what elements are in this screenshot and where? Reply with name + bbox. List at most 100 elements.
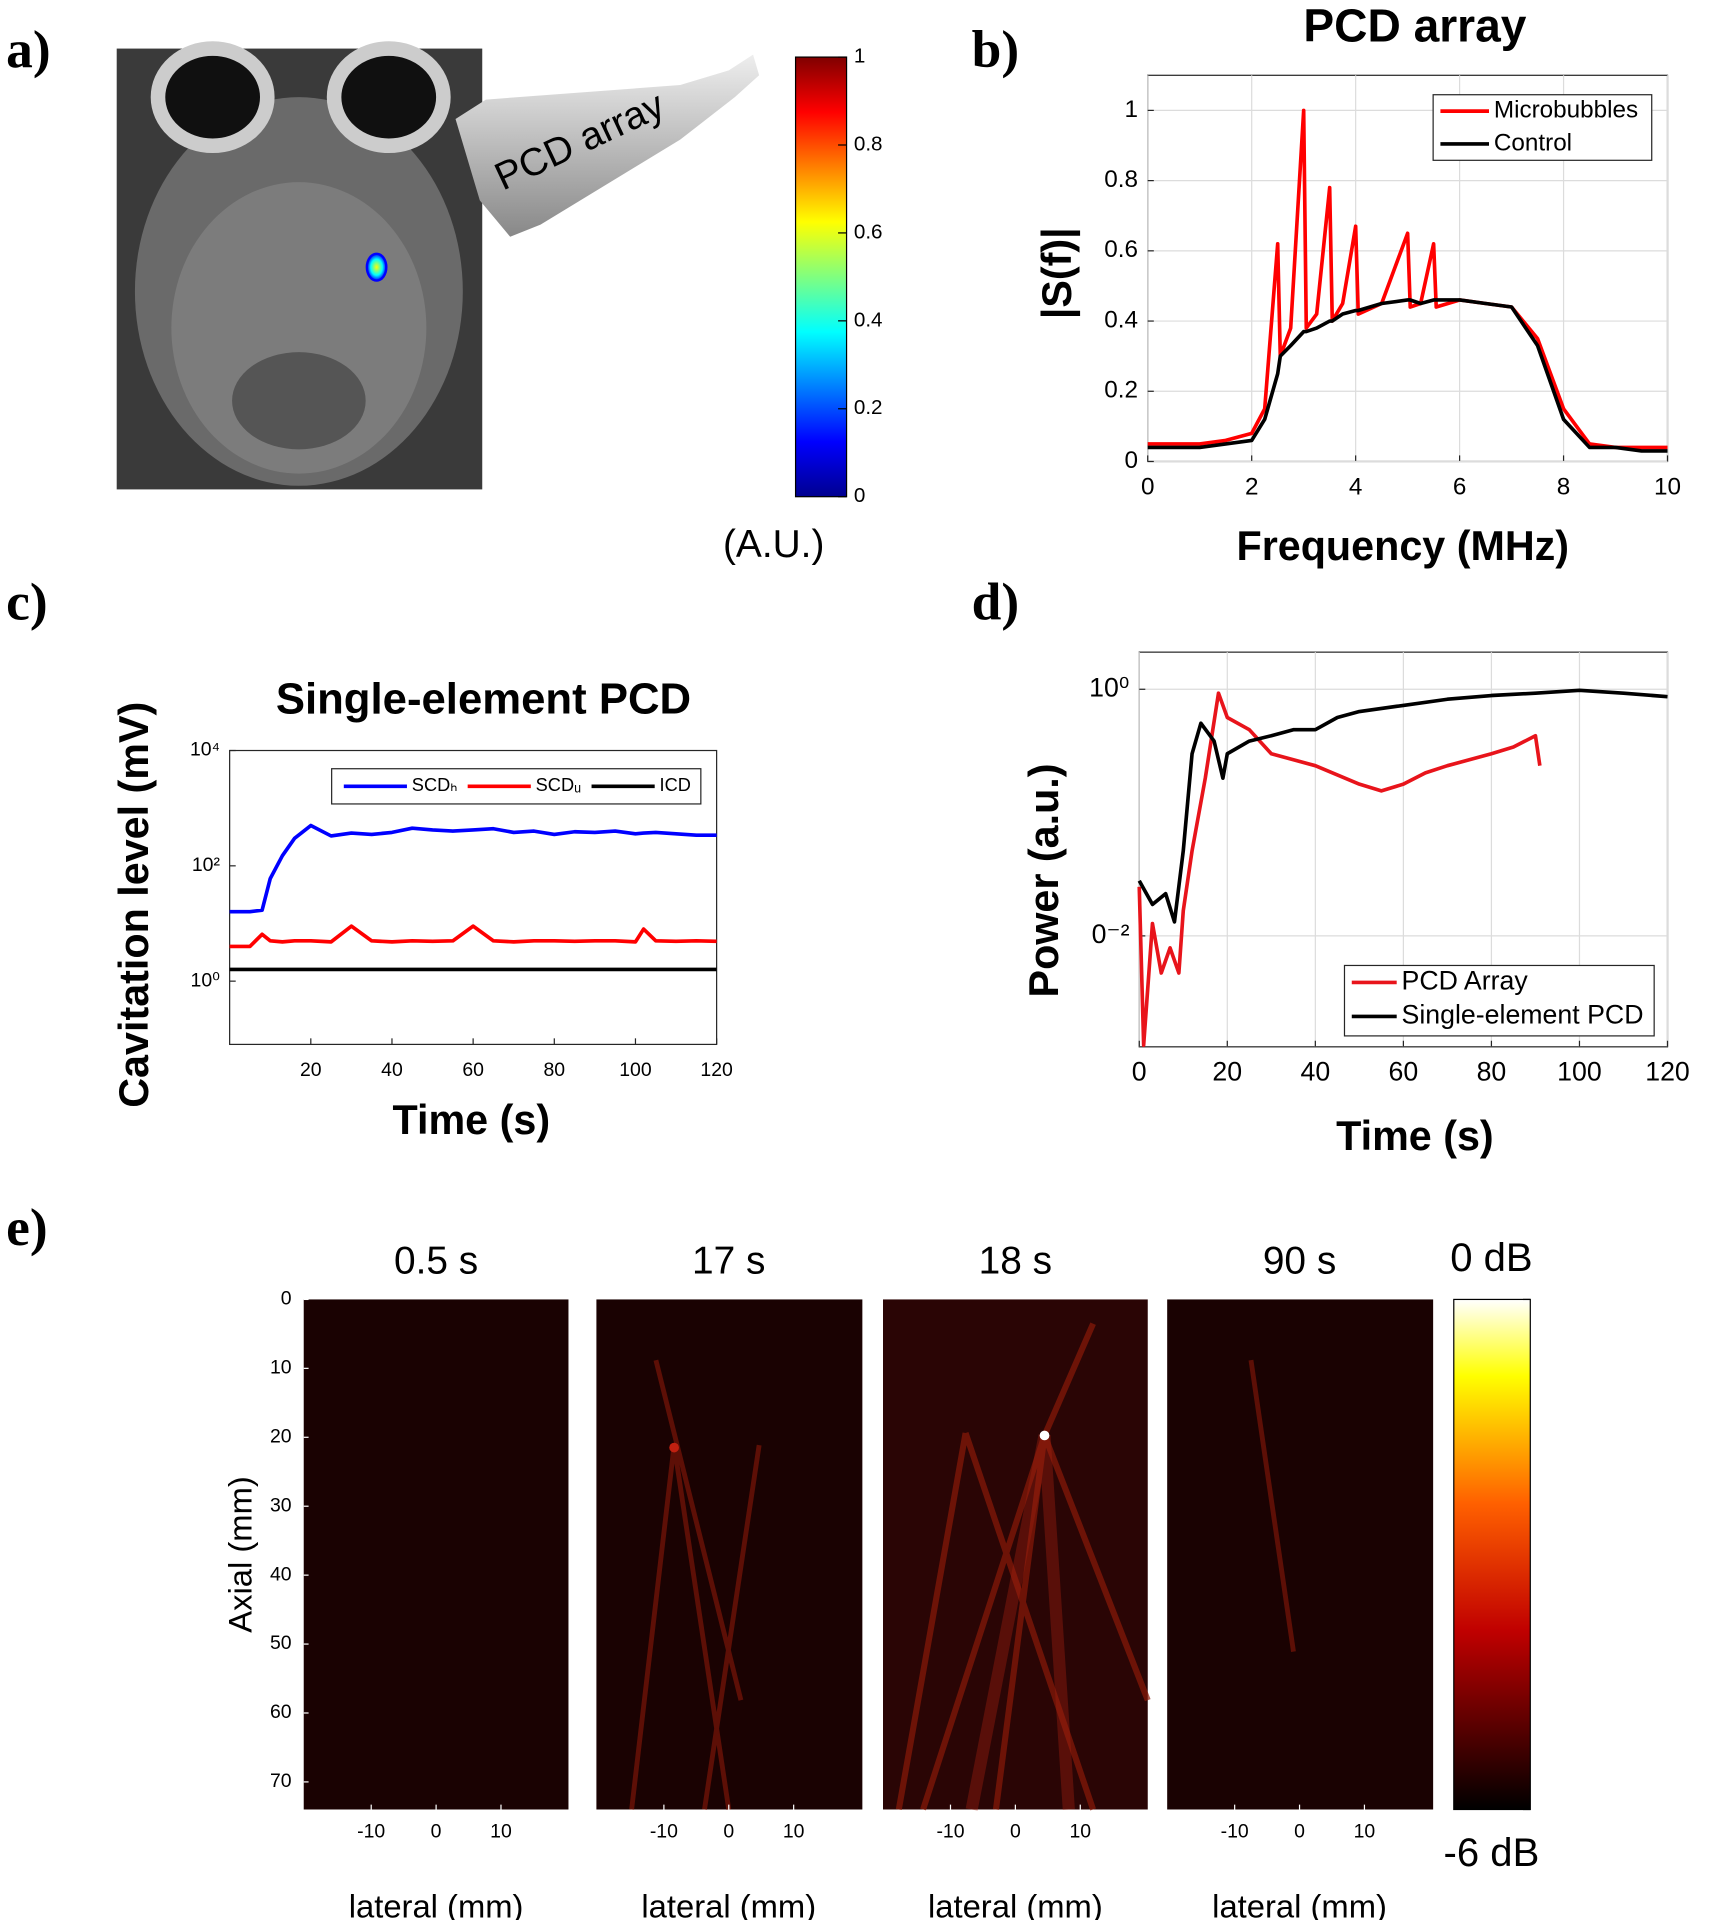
- x-tick-label: 8: [1557, 474, 1571, 501]
- colorbar: [794, 56, 848, 498]
- x-tick-label: 120: [700, 1059, 733, 1081]
- panel-title: 17 s: [692, 1239, 765, 1282]
- x-tick-label: 2: [1245, 474, 1259, 501]
- db-colorbar: [1453, 1298, 1531, 1811]
- series-line: [1137, 691, 1542, 1047]
- colorbar-tick-label: -6 dB: [1444, 1831, 1540, 1875]
- colorbar-tick-label: 0 dB: [1450, 1236, 1532, 1280]
- x-tick-label: 0: [1141, 474, 1154, 501]
- y-tick-label: 0⁻²: [1092, 919, 1130, 949]
- series-line: [1147, 108, 1668, 450]
- x-tick-label: -10: [357, 1821, 385, 1843]
- x-tick-label: 10: [490, 1821, 512, 1843]
- x-tick-label: -10: [936, 1821, 964, 1843]
- legend-box: [1343, 964, 1655, 1037]
- y-tick-label: 10⁰: [1089, 672, 1129, 702]
- x-tick-label: 0: [431, 1821, 442, 1843]
- y-axis-label: |S(f)|: [1034, 227, 1080, 319]
- colorbar-tick-label: 0.4: [854, 308, 883, 331]
- y-tick-label: 50: [270, 1632, 292, 1654]
- x-tick-label: 0: [1132, 1057, 1147, 1087]
- colorbar-label: (A.U.): [723, 523, 824, 566]
- series-line: [1137, 688, 1668, 924]
- y-tick-label: 10⁰: [191, 969, 220, 991]
- y-tick-label: 0.6: [1104, 236, 1138, 263]
- panel-label: e): [6, 1197, 48, 1257]
- x-tick-label: 4: [1349, 474, 1363, 501]
- legend-label: ICD: [660, 775, 691, 795]
- probe: [455, 54, 760, 237]
- colorbar-tick-label: 0.6: [854, 220, 883, 243]
- x-axis-label: lateral (mm): [928, 1888, 1103, 1920]
- x-axis-label: lateral (mm): [1212, 1888, 1387, 1920]
- x-tick-label: 20: [300, 1059, 322, 1081]
- y-tick-label: 0: [281, 1288, 292, 1310]
- x-axis-label: Time (s): [1336, 1113, 1494, 1159]
- heatmaps: [303, 1299, 1434, 1811]
- colorbar-tick-label: 0: [854, 484, 865, 507]
- panel-label: c): [6, 571, 48, 631]
- x-tick-label: 20: [1212, 1057, 1242, 1087]
- x-axis-label: Time (s): [393, 1097, 551, 1143]
- y-tick-label: 10²: [192, 854, 221, 876]
- x-tick-label: 10: [1354, 1821, 1376, 1843]
- x-tick-label: 100: [619, 1059, 652, 1081]
- panel-title: 18 s: [979, 1239, 1052, 1282]
- x-tick-label: 10: [1654, 474, 1681, 501]
- y-axis-label: Axial (mm): [222, 1476, 259, 1633]
- x-axis-label: Frequency (MHz): [1236, 523, 1569, 569]
- panel-label: b): [972, 19, 1020, 79]
- legend-box: [1432, 94, 1653, 161]
- y-tick-label: 0.8: [1104, 166, 1138, 193]
- series-line: [229, 823, 717, 914]
- x-tick-label: 40: [1300, 1057, 1330, 1087]
- y-tick-label: 30: [270, 1494, 292, 1516]
- legend-label: Single-element PCD: [1402, 1000, 1644, 1030]
- legend-label: SCDₕ: [412, 775, 458, 795]
- x-tick-label: 10: [783, 1821, 805, 1843]
- x-tick-label: 10: [1069, 1821, 1091, 1843]
- colorbar-tick-label: 0.8: [854, 132, 883, 155]
- x-tick-label: 6: [1453, 474, 1467, 501]
- x-tick-label: 60: [1389, 1057, 1419, 1087]
- y-tick-label: 60: [270, 1701, 292, 1723]
- x-tick-label: -10: [650, 1821, 678, 1843]
- y-tick-label: 10: [270, 1356, 292, 1378]
- y-tick-label: 0.4: [1104, 306, 1138, 333]
- legend-label: Microbubbles: [1494, 97, 1638, 124]
- series-line: [1147, 298, 1668, 453]
- panel-label: a): [6, 19, 51, 79]
- x-tick-label: 0: [1010, 1821, 1021, 1843]
- panel-title: 90 s: [1263, 1239, 1336, 1282]
- x-tick-label: 80: [1477, 1057, 1507, 1087]
- x-tick-label: 40: [381, 1059, 403, 1081]
- mri-image: [116, 41, 483, 490]
- panel-label: d): [972, 571, 1020, 631]
- legend-label: SCDᵤ: [536, 775, 581, 795]
- panel-title: 0.5 s: [394, 1239, 478, 1282]
- x-axis-label: lateral (mm): [641, 1888, 816, 1920]
- x-tick-label: 0: [723, 1821, 734, 1843]
- colorbar-tick-label: 0.2: [854, 396, 883, 419]
- y-axis-label: Cavitation level (mV): [111, 702, 157, 1108]
- y-tick-label: 10⁴: [190, 739, 220, 761]
- y-tick-label: 20: [270, 1425, 292, 1447]
- x-tick-label: 120: [1645, 1057, 1690, 1087]
- chart-title: PCD array: [1303, 0, 1526, 51]
- y-axis-label: Power (a.u.): [1021, 763, 1067, 997]
- y-tick-label: 40: [270, 1563, 292, 1585]
- legend-label: Control: [1494, 129, 1572, 156]
- x-tick-label: 0: [1294, 1821, 1305, 1843]
- x-tick-label: -10: [1221, 1821, 1249, 1843]
- legend-label: PCD Array: [1402, 966, 1529, 996]
- x-axis-label: lateral (mm): [349, 1888, 524, 1920]
- chart-title: Single-element PCD: [276, 674, 691, 723]
- x-tick-label: 100: [1557, 1057, 1602, 1087]
- x-tick-label: 60: [462, 1059, 484, 1081]
- y-tick-label: 70: [270, 1770, 292, 1792]
- series-line: [229, 924, 717, 949]
- y-tick-label: 1: [1125, 96, 1138, 123]
- y-tick-label: 0: [1125, 447, 1138, 474]
